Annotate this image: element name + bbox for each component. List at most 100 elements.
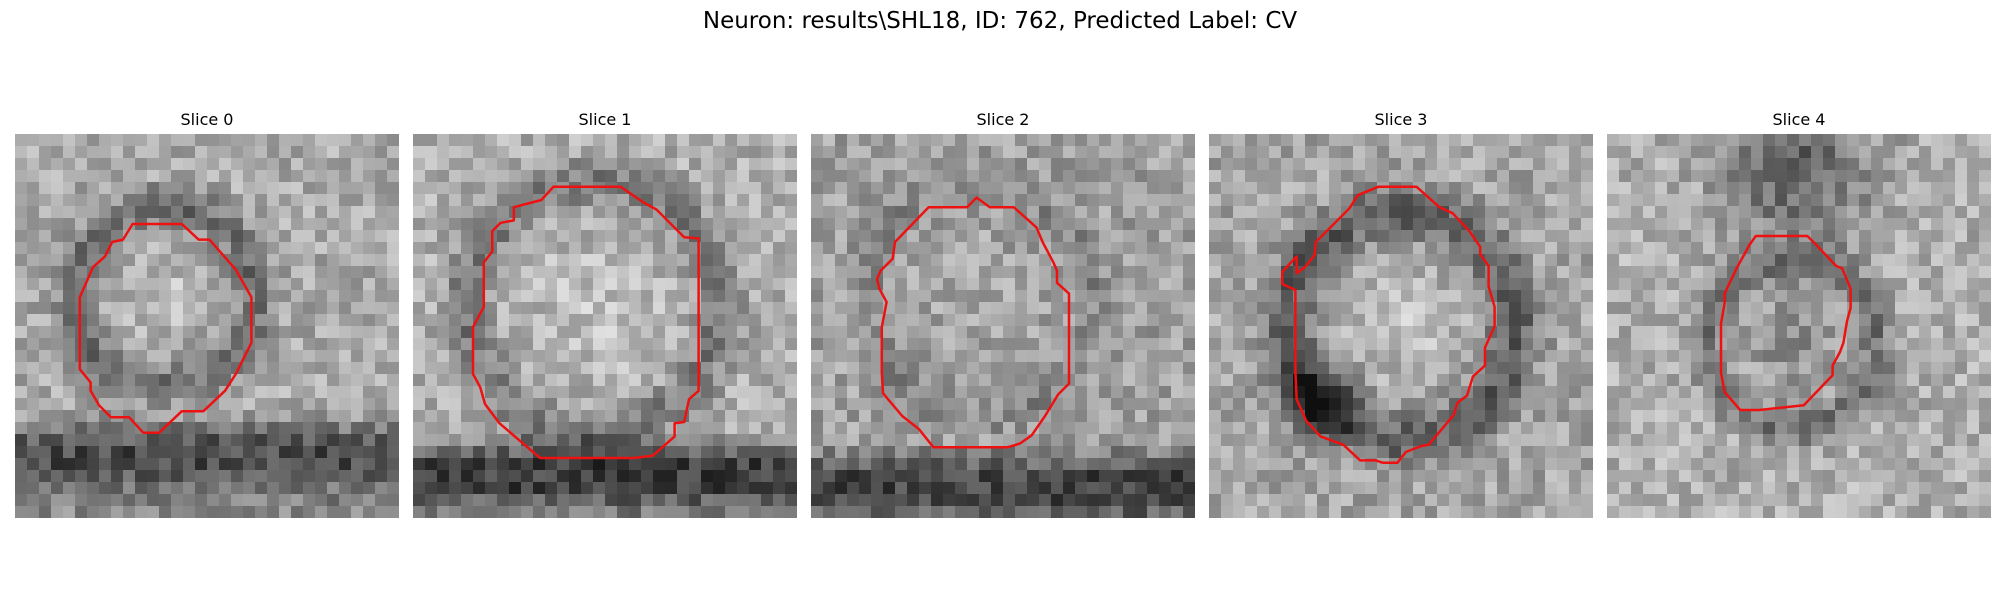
pixel <box>1015 446 1027 458</box>
pixel <box>521 470 533 482</box>
pixel <box>605 230 617 242</box>
pixel <box>1847 254 1859 266</box>
pixel <box>593 230 605 242</box>
pixel <box>1257 338 1269 350</box>
pixel <box>1835 434 1847 446</box>
pixel <box>75 386 87 398</box>
pixel <box>255 338 267 350</box>
pixel <box>87 470 99 482</box>
pixel <box>761 266 773 278</box>
pixel <box>749 134 761 146</box>
pixel <box>267 278 279 290</box>
pixel <box>87 218 99 230</box>
pixel <box>1353 434 1365 446</box>
pixel <box>1619 194 1631 206</box>
pixel <box>919 458 931 470</box>
pixel <box>1763 338 1775 350</box>
pixel <box>1943 338 1955 350</box>
pixel <box>207 218 219 230</box>
pixel <box>907 146 919 158</box>
pixel <box>1895 230 1907 242</box>
pixel <box>1619 134 1631 146</box>
pixel <box>713 134 725 146</box>
pixel <box>967 482 979 494</box>
pixel <box>569 218 581 230</box>
pixel <box>267 326 279 338</box>
pixel <box>1691 302 1703 314</box>
pixel <box>27 230 39 242</box>
pixel <box>27 242 39 254</box>
pixel <box>1799 410 1811 422</box>
pixel <box>737 458 749 470</box>
pixel <box>1401 482 1413 494</box>
pixel <box>1703 230 1715 242</box>
pixel <box>1159 506 1171 518</box>
pixel <box>871 326 883 338</box>
pixel <box>871 218 883 230</box>
pixel <box>1413 146 1425 158</box>
pixel <box>231 446 243 458</box>
pixel <box>737 194 749 206</box>
pixel <box>99 206 111 218</box>
pixel <box>1063 242 1075 254</box>
pixel <box>919 242 931 254</box>
pixel <box>1497 374 1509 386</box>
pixel <box>1353 170 1365 182</box>
pixel <box>1775 266 1787 278</box>
pixel <box>1051 158 1063 170</box>
pixel <box>1931 254 1943 266</box>
pixel <box>1003 170 1015 182</box>
pixel <box>653 410 665 422</box>
pixel <box>1099 302 1111 314</box>
pixel <box>1823 206 1835 218</box>
pixel <box>51 482 63 494</box>
pixel <box>171 170 183 182</box>
pixel <box>1389 494 1401 506</box>
pixel <box>1425 398 1437 410</box>
pixel <box>497 194 509 206</box>
pixel <box>557 458 569 470</box>
pixel <box>1955 254 1967 266</box>
pixel <box>327 146 339 158</box>
pixel <box>1533 458 1545 470</box>
pixel <box>1799 218 1811 230</box>
pixel <box>27 434 39 446</box>
pixel <box>1811 458 1823 470</box>
pixel <box>617 302 629 314</box>
pixel <box>461 470 473 482</box>
pixel <box>207 170 219 182</box>
pixel <box>1751 350 1763 362</box>
pixel <box>159 338 171 350</box>
pixel <box>725 326 737 338</box>
pixel <box>1679 374 1691 386</box>
pixel <box>1039 494 1051 506</box>
pixel <box>1545 134 1557 146</box>
pixel <box>1003 410 1015 422</box>
pixel <box>1147 374 1159 386</box>
pixel <box>677 194 689 206</box>
pixel <box>15 314 27 326</box>
pixel <box>1859 134 1871 146</box>
pixel <box>1655 182 1667 194</box>
pixel <box>557 470 569 482</box>
pixel <box>99 386 111 398</box>
pixel <box>991 362 1003 374</box>
pixel <box>979 254 991 266</box>
pixel <box>1485 182 1497 194</box>
pixel <box>943 362 955 374</box>
pixel <box>1039 302 1051 314</box>
pixel <box>1497 134 1509 146</box>
pixel <box>737 398 749 410</box>
pixel <box>1147 482 1159 494</box>
pixel <box>1557 146 1569 158</box>
pixel <box>1955 134 1967 146</box>
pixel <box>1655 362 1667 374</box>
pixel <box>617 470 629 482</box>
pixel <box>1811 398 1823 410</box>
pixel <box>1087 446 1099 458</box>
pixel <box>919 494 931 506</box>
pixel <box>63 362 75 374</box>
pixel <box>1123 182 1135 194</box>
pixel <box>557 290 569 302</box>
